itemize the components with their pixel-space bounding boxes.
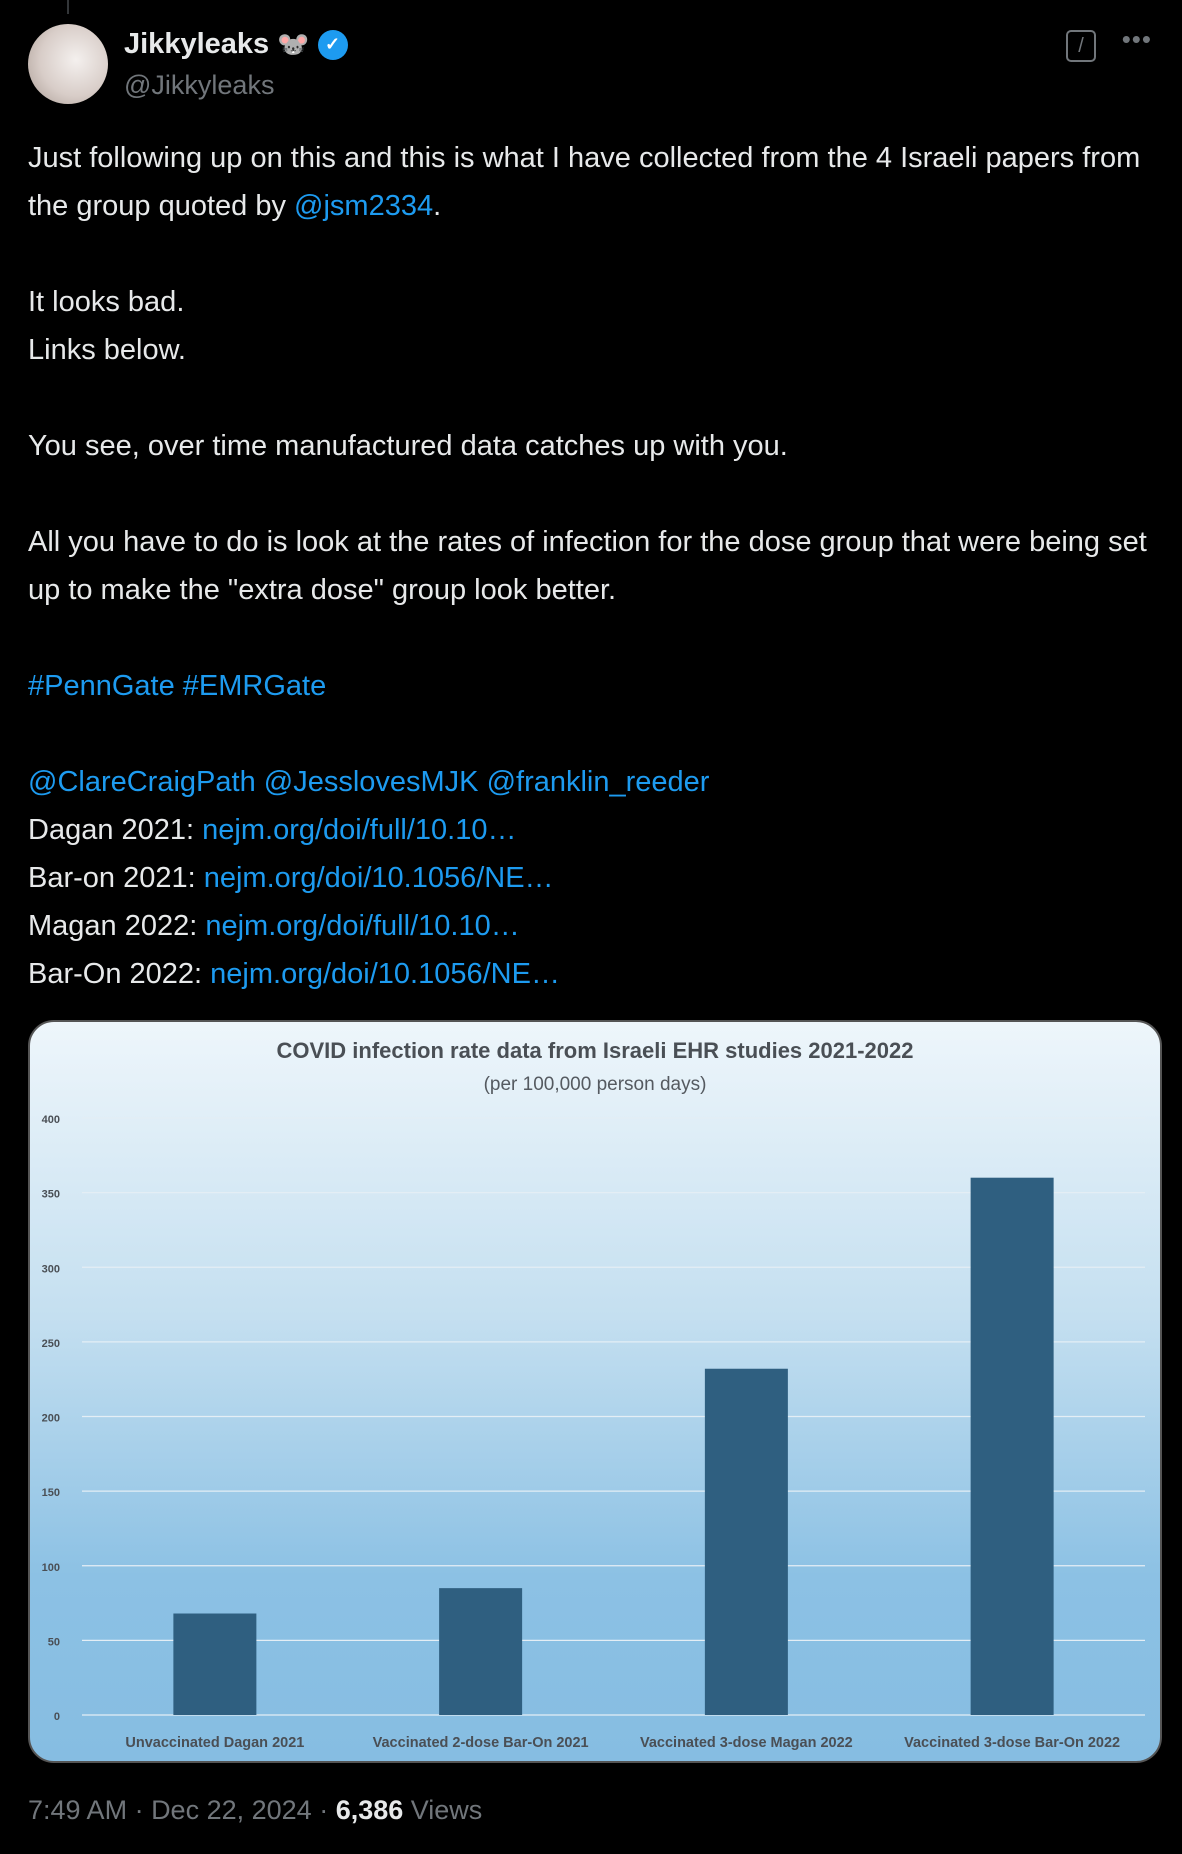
bar [439,1588,523,1715]
x-tick-label: Vaccinated 2-dose Bar-On 2021 [373,1735,589,1751]
author-handle[interactable]: @Jikkyleaks [124,70,275,100]
separator: · [127,1795,152,1825]
y-tick-label: 0 [54,1711,60,1723]
y-tick-label: 150 [42,1487,60,1499]
author-name-text: Jikkyleaks [124,28,270,60]
y-tick-label: 350 [42,1189,60,1201]
text: . [433,190,442,222]
link-label: Bar-on 2021: [28,862,204,894]
mouse-emoji-icon: 🐭 [277,29,310,59]
views-label: Views [403,1795,483,1825]
mentions[interactable]: @ClareCraigPath @JesslovesMJK @franklin_… [28,766,710,798]
bar [173,1613,257,1715]
link-url[interactable]: nejm.org/doi/full/10.10… [202,814,517,846]
text: It looks bad. Links below. [28,286,186,366]
views-count: 6,386 [335,1795,404,1825]
text: You see, over time manufactured data cat… [28,430,788,462]
thread-line [67,0,69,14]
y-tick-label: 50 [48,1636,60,1648]
y-tick-label: 300 [42,1263,60,1275]
verified-badge-icon: ✓ [317,29,348,60]
link-label: Dagan 2021: [28,814,203,846]
y-tick-label: 250 [42,1338,60,1350]
text: Just following up on this and this is wh… [28,142,1149,222]
post-text: Just following up on this and this is wh… [28,134,1158,998]
chart-plot: 0 50 100 150 200 250 300 350 400 Unvaccinated Dag… [42,1114,1145,1751]
chart-title: COVID infection rate data from Israeli E… [276,1038,914,1063]
y-tick-label: 100 [42,1562,60,1574]
post-footer: 7:49 AM · Dec 22, 2024 · 6,386 Views [28,1795,482,1826]
link-url[interactable]: nejm.org/doi/10.1056/NE… [210,958,560,990]
separator: · [311,1795,336,1825]
author-name[interactable]: Jikkyleaks 🐭 ✓ [124,28,348,61]
chart-image[interactable]: COVID infection rate data from Israeli E… [28,1020,1162,1763]
y-tick-label: 400 [42,1114,60,1126]
x-tick-label: Vaccinated 3-dose Bar-On 2022 [904,1735,1120,1751]
more-icon[interactable]: ••• [1121,24,1152,54]
link-label: Bar-On 2022: [28,958,211,990]
post-date[interactable]: Dec 22, 2024 [151,1795,312,1825]
avatar[interactable] [28,24,108,104]
chart-subtitle: (per 100,000 person days) [483,1074,707,1095]
bar [704,1368,788,1715]
hashtags[interactable]: #PennGate #EMRGate [28,670,327,702]
grok-icon[interactable]: / [1066,30,1096,62]
link-label: Magan 2022: [28,910,206,942]
x-tick-label: Vaccinated 3-dose Magan 2022 [640,1735,853,1751]
text: All you have to do is look at the rates … [28,526,1155,606]
link-url[interactable]: nejm.org/doi/10.1056/NE… [203,862,554,894]
post-time[interactable]: 7:49 AM [28,1795,128,1825]
x-tick-label: Unvaccinated Dagan 2021 [125,1735,304,1751]
y-tick-label: 200 [42,1413,60,1425]
bar [970,1177,1054,1715]
link-url[interactable]: nejm.org/doi/full/10.10… [205,910,520,942]
mention-link[interactable]: @jsm2334 [294,190,434,222]
